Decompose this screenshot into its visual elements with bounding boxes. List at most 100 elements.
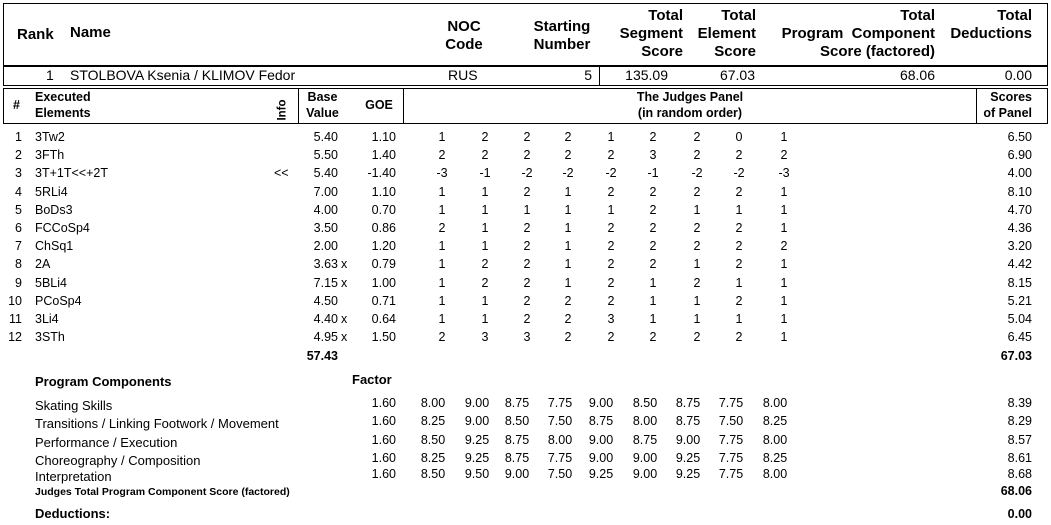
element-num: 2	[15, 148, 22, 163]
element-panel-score: 6.45	[1007, 330, 1032, 345]
element-row: 9 5BLi4 7.15 x 1.00 1 2 2 1 2 1 2 1 1 8.15	[0, 276, 1051, 294]
element-panel-score: 6.50	[1007, 130, 1032, 144]
el-header-divider-2	[403, 88, 404, 124]
element-judge-score: 1	[780, 202, 788, 217]
element-base: 4.40	[313, 312, 338, 326]
element-judge-score: 1	[564, 202, 572, 217]
element-judge-score: 2	[564, 148, 572, 163]
element-judge-score: 2	[564, 330, 572, 345]
element-judge-score: 2	[607, 293, 615, 308]
pc-judge-score: 7.50	[547, 414, 573, 428]
element-goe: 1.40	[371, 148, 396, 163]
element-judge-score: 2	[481, 257, 489, 272]
element-goe: -1.40	[367, 166, 397, 181]
element-judge-score: 2	[649, 239, 657, 254]
noc-header-line2: Code	[445, 36, 483, 53]
base-header-line1: Base	[307, 90, 338, 104]
element-judge-score: 2	[693, 239, 701, 254]
pc-judge-score: 9.50	[464, 467, 490, 481]
element-judge-score: 1	[780, 257, 788, 272]
deductions-value: 0.00	[1007, 507, 1032, 521]
pc-total: 68.06	[1000, 484, 1032, 498]
pc-factor-header: Factor	[352, 372, 392, 387]
pcs-header-line2: Program Component	[781, 25, 935, 42]
element-judge-score: 1	[607, 202, 615, 217]
element-judge-score: 2	[693, 148, 701, 163]
pc-judge-score: 7.50	[547, 467, 573, 481]
pc-judge-score: 9.00	[464, 414, 490, 428]
element-judge-score: 1	[481, 202, 489, 217]
element-judge-score: -2	[562, 166, 574, 181]
element-x-mark: x	[341, 257, 348, 272]
element-judge-score: 1	[649, 293, 657, 308]
el-header-divider-3	[976, 88, 977, 124]
element-base: 7.00	[313, 184, 338, 199]
element-judge-score: 2	[649, 257, 657, 272]
element-base: 2.00	[313, 239, 338, 254]
pc-title: Program Components	[35, 374, 172, 389]
pc-panel-score: 8.61	[1007, 451, 1032, 465]
element-goe: 0.71	[371, 293, 396, 308]
element-goe: 1.00	[371, 275, 396, 290]
ded-header-line2: Deductions	[950, 25, 1032, 42]
element-judge-score: -2	[605, 166, 617, 181]
pc-judge-score: 8.75	[588, 414, 614, 428]
scores-header-line2: of Panel	[983, 106, 1032, 120]
element-row: 2 3FTh 5.50 1.40 2 2 2 2 2 3 2 2 2 6.90	[0, 148, 1051, 166]
element-judge-score: 1	[564, 239, 572, 254]
goe-header: GOE	[365, 98, 393, 112]
element-judge-score: -2	[733, 166, 745, 181]
element-judge-score: 2	[735, 257, 743, 272]
element-goe: 1.10	[371, 130, 396, 144]
element-goe: 0.70	[371, 202, 396, 217]
pc-total-label: Judges Total Program Component Score (fa…	[35, 486, 290, 498]
pc-judge-score: 8.75	[504, 396, 530, 410]
element-judge-score: 1	[780, 184, 788, 199]
pc-judge-score: 8.75	[675, 414, 701, 428]
element-judge-score: 1	[564, 221, 572, 235]
pc-judge-score: 8.50	[632, 396, 658, 410]
element-name: FCCoSp4	[35, 221, 90, 235]
pc-judge-score: 8.75	[504, 433, 530, 447]
pc-judge-score: 9.25	[588, 467, 614, 481]
element-panel-score: 8.15	[1007, 275, 1032, 290]
skater-name: STOLBOVA Ksenia / KLIMOV Fedor	[70, 67, 296, 83]
elements-total-score: 67.03	[1000, 349, 1032, 363]
element-num: 6	[15, 221, 22, 235]
tes-header-line1: Total	[721, 7, 756, 24]
element-base: 7.15	[313, 275, 338, 290]
pc-judge-score: 9.00	[588, 396, 614, 410]
element-judge-score: 1	[481, 293, 489, 308]
element-judge-score: 2	[649, 221, 657, 235]
element-judge-score: 1	[564, 184, 572, 199]
element-judge-score: 2	[649, 130, 657, 144]
element-name: 5BLi4	[35, 275, 67, 290]
element-base: 5.40	[313, 130, 338, 144]
element-judge-score: 2	[649, 330, 657, 345]
pc-panel-score: 8.57	[1007, 433, 1032, 447]
pc-judge-score: 8.00	[762, 396, 788, 410]
element-judge-score: 3	[481, 330, 489, 345]
pc-judge-score: 8.00	[762, 467, 788, 481]
pcs-header-line1: Total	[900, 7, 935, 24]
pc-judge-score: 9.00	[588, 433, 614, 447]
element-judge-score: -3	[778, 166, 790, 181]
element-panel-score: 5.04	[1007, 312, 1032, 326]
element-judge-score: 0	[735, 130, 743, 144]
pc-row: Skating Skills 1.60 8.00 9.00 8.75 7.75 9.00 8.…	[0, 396, 1051, 414]
element-judge-score: 1	[438, 257, 446, 272]
element-num: 9	[15, 275, 22, 290]
element-judge-score: 2	[649, 184, 657, 199]
pc-factor: 1.60	[371, 396, 396, 410]
element-judge-score: 1	[564, 275, 572, 290]
element-panel-score: 5.21	[1007, 293, 1032, 308]
pc-row: Choreography / Composition 1.60 8.25 9.25 8.…	[0, 451, 1051, 469]
element-judge-score: -3	[436, 166, 448, 181]
element-judge-score: 1	[780, 330, 788, 345]
pc-name: Performance / Execution	[35, 435, 178, 450]
element-judge-score: 1	[481, 221, 489, 235]
element-judge-score: 2	[735, 330, 743, 345]
element-judge-score: 2	[607, 257, 615, 272]
element-judge-score: 2	[735, 293, 743, 308]
element-judge-score: 1	[438, 202, 446, 217]
